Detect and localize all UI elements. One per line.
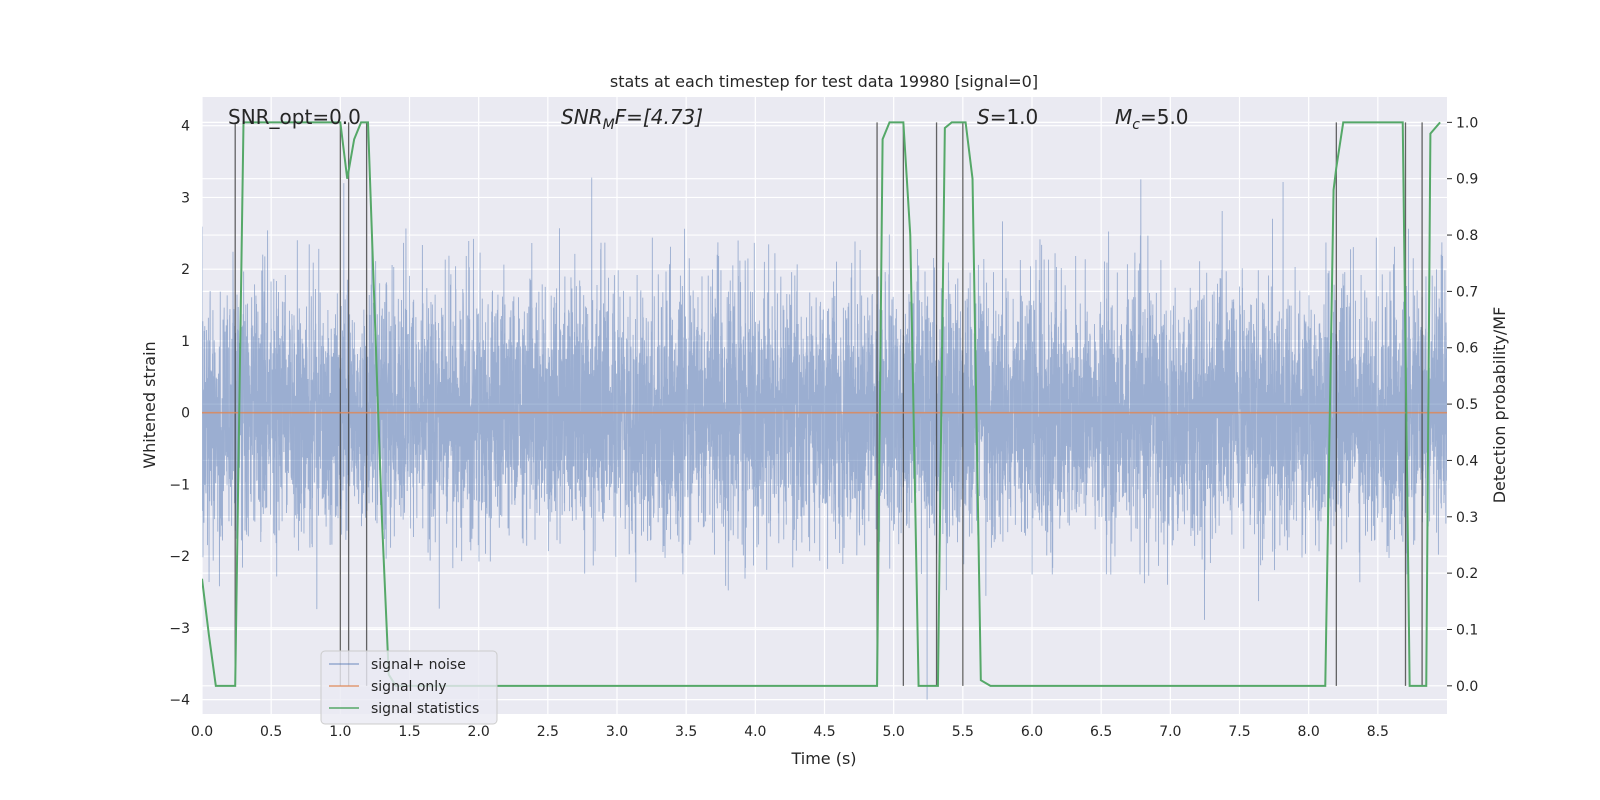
y-left-tick-label: 0	[181, 406, 190, 422]
annotation-snr-mf-rest: F=[4.73]	[615, 105, 703, 129]
y-left-tick-label: 2	[181, 262, 190, 278]
y-left-axis-ticks: 4 3 2 1 0 −1 −2 −3 −4	[169, 119, 190, 709]
annotation-s-rest: =1.0	[990, 105, 1039, 129]
x-tick-label: 7.0	[1159, 724, 1181, 740]
y-left-tick-label: 1	[181, 334, 190, 350]
annotation-snr-mf: SNRMF=[4.73]	[561, 105, 703, 133]
x-axis-ticks: 0.0 0.5 1.0 1.5 2.0 2.5 3.0 3.5 4.0 4.5 5.0 5.5 6.0 6…	[191, 724, 1389, 740]
y-right-tick-label: 0.6	[1456, 341, 1478, 357]
y-left-tick-label: −4	[169, 693, 190, 709]
y-right-tick-label: 0.9	[1456, 172, 1478, 188]
x-tick-label: 4.0	[744, 724, 766, 740]
x-tick-label: 8.5	[1367, 724, 1389, 740]
y-right-tick-label: 0.1	[1456, 622, 1478, 638]
y-right-tick-label: 0.5	[1456, 397, 1478, 413]
annotation-s: S=1.0	[977, 105, 1038, 129]
annotation-mc: Mc=5.0	[1115, 105, 1189, 133]
y-right-tick-label: 1.0	[1456, 115, 1478, 131]
x-tick-label: 2.5	[537, 724, 559, 740]
annotation-s-main: S	[977, 105, 990, 129]
x-tick-label: 4.5	[813, 724, 835, 740]
annotation-mc-sub: c	[1132, 117, 1140, 133]
y-left-tick-label: −3	[169, 621, 190, 637]
signal-noise-series	[202, 177, 1447, 700]
y-right-tick-label: 0.3	[1456, 510, 1478, 526]
y-right-tick-label: 0.4	[1456, 453, 1478, 469]
y-right-axis-ticks: 1.0 0.9 0.8 0.7 0.6 0.5 0.4 0.3 0.2 0.1 0.0	[1447, 115, 1478, 695]
x-tick-label: 0.0	[191, 724, 213, 740]
y-right-tick-label: 0.2	[1456, 566, 1478, 582]
y-left-tick-label: 4	[181, 119, 190, 135]
x-tick-label: 5.5	[952, 724, 974, 740]
x-axis-label: Time (s)	[790, 749, 856, 768]
x-tick-label: 6.0	[1021, 724, 1043, 740]
x-tick-label: 7.5	[1228, 724, 1250, 740]
legend-label-signal-noise: signal+ noise	[371, 657, 466, 673]
y-right-tick-label: 0.0	[1456, 679, 1478, 695]
x-tick-label: 0.5	[260, 724, 282, 740]
y-right-tick-label: 0.7	[1456, 284, 1478, 300]
x-tick-label: 3.5	[675, 724, 697, 740]
y-left-tick-label: 3	[181, 190, 190, 206]
x-tick-label: 5.0	[883, 724, 905, 740]
annotation-mc-rest: =5.0	[1140, 105, 1189, 129]
legend-box	[320, 650, 498, 725]
signal-statistics-series	[202, 121, 1441, 687]
annotation-mc-main: M	[1115, 105, 1132, 129]
annotation-snr-mf-sub: M	[603, 117, 615, 133]
chart-title: stats at each timestep for test data 199…	[610, 72, 1038, 91]
signal-statistics-line	[202, 121, 1441, 687]
legend-label-signal-only: signal only	[371, 679, 446, 695]
x-tick-label: 2.0	[468, 724, 490, 740]
signal-noise-line	[202, 177, 1447, 700]
y-right-tick-label: 0.8	[1456, 228, 1478, 244]
legend-label-signal-statistics: signal statistics	[371, 701, 479, 717]
x-tick-label: 8.0	[1298, 724, 1320, 740]
x-tick-label: 1.0	[329, 724, 351, 740]
legend: signal+ noise signal only signal statist…	[320, 650, 498, 725]
y-left-tick-label: −2	[169, 549, 190, 565]
x-tick-label: 1.5	[398, 724, 420, 740]
y-left-axis-label: Whitened strain	[140, 341, 159, 468]
y-left-tick-label: −1	[169, 477, 190, 493]
annotation-snr-opt: SNR_opt=0.0	[228, 105, 361, 129]
y-right-axis-label: Detection probability/MF	[1490, 307, 1509, 504]
x-tick-label: 6.5	[1090, 724, 1112, 740]
annotation-snr-mf-main: SNR	[561, 105, 603, 129]
x-tick-label: 3.0	[606, 724, 628, 740]
